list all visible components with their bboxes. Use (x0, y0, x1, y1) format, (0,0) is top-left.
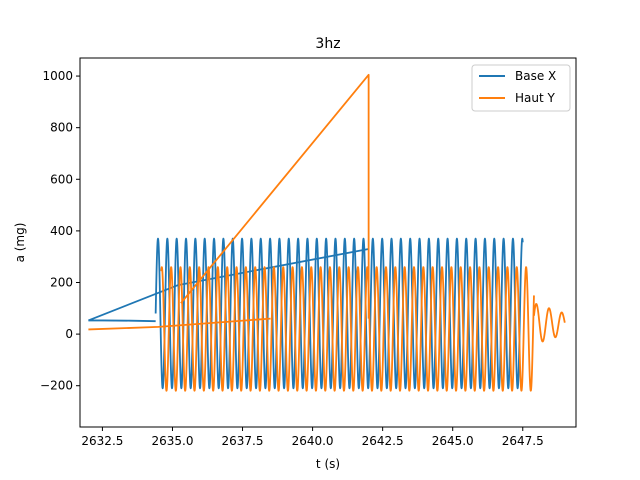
x-tick-label: 2642.5 (362, 434, 404, 448)
series-line (180, 73, 370, 319)
series-line (88, 317, 271, 331)
y-tick-label: −200 (40, 379, 73, 393)
axes-frame (79, 57, 577, 428)
x-tick-label: 2635.0 (151, 434, 193, 448)
y-tick-label: 200 (50, 275, 73, 289)
y-tick-label: 600 (50, 172, 73, 186)
x-tick-label: 2645.0 (432, 434, 474, 448)
x-tick-label: 2632.5 (81, 434, 123, 448)
x-tick-label: 2640.0 (292, 434, 334, 448)
legend-label-haut-y: Haut Y (515, 91, 556, 105)
x-axis: 2632.5 2635.0 2637.5 2640.0 2642.5 2645.0 2647… (81, 427, 544, 448)
y-tick-label: 1000 (42, 69, 73, 83)
y-axis-label: a (mg) (13, 223, 27, 263)
x-tick-label: 2647.5 (502, 434, 544, 448)
y-tick-label: 800 (50, 121, 73, 135)
plot-area (79, 57, 577, 428)
series-line (154, 237, 524, 390)
series-line (160, 266, 535, 392)
series-line (88, 319, 156, 323)
y-tick-label: 0 (65, 327, 73, 341)
x-axis-label: t (s) (316, 457, 340, 471)
legend: Base X Haut Y (471, 64, 571, 112)
series-base-x (88, 237, 524, 390)
chart-title: 3hz (315, 36, 340, 52)
series-line (533, 303, 566, 343)
series-layer (88, 73, 566, 392)
y-axis: −200 0 200 400 600 800 1000 (40, 69, 80, 393)
x-tick-label: 2637.5 (222, 434, 264, 448)
legend-label-base-x: Base X (515, 69, 556, 83)
y-tick-label: 400 (50, 224, 73, 238)
series-haut-y (88, 73, 566, 392)
